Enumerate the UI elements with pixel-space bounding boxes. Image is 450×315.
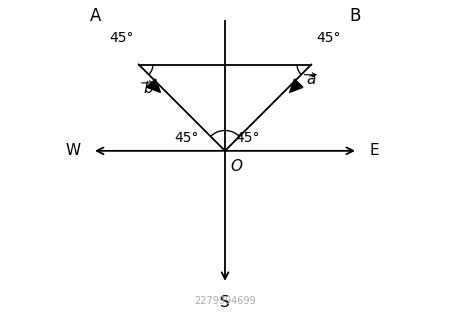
Text: 45°: 45° (174, 131, 198, 145)
Text: $a$: $a$ (306, 72, 316, 87)
Text: 45°: 45° (235, 131, 260, 145)
Text: $b$: $b$ (143, 80, 153, 96)
Text: 45°: 45° (109, 31, 134, 45)
Text: B: B (349, 7, 360, 25)
Text: 45°: 45° (316, 31, 341, 45)
Text: W: W (65, 143, 81, 158)
Text: E: E (369, 143, 379, 158)
Polygon shape (289, 79, 303, 92)
Text: S: S (220, 295, 230, 310)
Text: A: A (90, 7, 101, 25)
Text: $O$: $O$ (230, 158, 243, 174)
Text: 2279994699: 2279994699 (194, 295, 256, 306)
Polygon shape (147, 79, 161, 92)
